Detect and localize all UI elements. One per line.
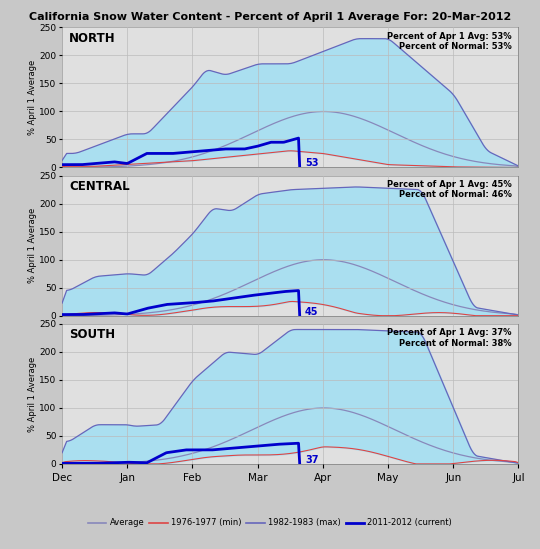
Y-axis label: % April 1 Average: % April 1 Average	[28, 208, 37, 283]
Text: 37: 37	[305, 455, 319, 465]
Legend: Average, 1976-1977 (min), 1982-1983 (max), 2011-2012 (current): Average, 1976-1977 (min), 1982-1983 (max…	[84, 515, 456, 531]
Text: Percent of Apr 1 Avg: 53%
Percent of Normal: 53%: Percent of Apr 1 Avg: 53% Percent of Nor…	[387, 32, 511, 51]
Y-axis label: % April 1 Average: % April 1 Average	[28, 60, 37, 135]
Text: Percent of Apr 1 Avg: 37%
Percent of Normal: 38%: Percent of Apr 1 Avg: 37% Percent of Nor…	[387, 328, 511, 348]
Text: Percent of Apr 1 Avg: 45%
Percent of Normal: 46%: Percent of Apr 1 Avg: 45% Percent of Nor…	[387, 180, 511, 199]
Text: NORTH: NORTH	[69, 32, 116, 44]
Y-axis label: % April 1 Average: % April 1 Average	[28, 356, 37, 432]
Text: 53: 53	[305, 158, 319, 169]
Text: SOUTH: SOUTH	[69, 328, 115, 341]
Text: CENTRAL: CENTRAL	[69, 180, 130, 193]
Text: California Snow Water Content - Percent of April 1 Average For: 20-Mar-2012: California Snow Water Content - Percent …	[29, 12, 511, 22]
Text: 45: 45	[305, 306, 319, 317]
